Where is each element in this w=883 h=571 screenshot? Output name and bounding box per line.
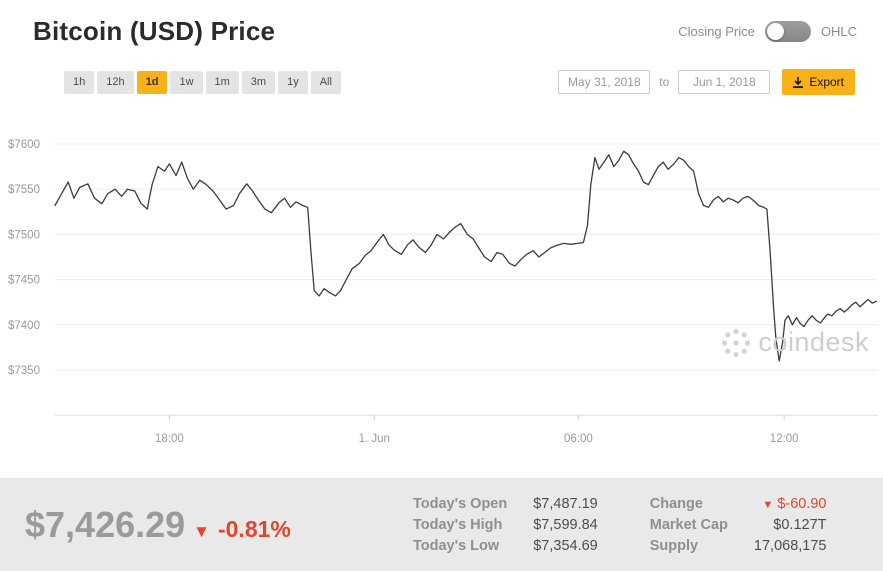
supply-label: Supply	[649, 537, 699, 554]
price-summary-bar: $7,426.29 ▼ -0.81% Today's Open $7,487.1…	[0, 478, 883, 571]
todays-low-label: Today's Low	[413, 537, 500, 554]
date-range-to-label: to	[659, 75, 670, 89]
range-button-12h[interactable]: 12h	[97, 70, 134, 94]
current-price-block: $7,426.29 ▼ -0.81%	[25, 504, 383, 546]
todays-high-value: $7,599.84	[533, 516, 598, 533]
price-chart[interactable]: $7600 $7550 $7500 $7450 $7400 $7350 18:00 1. Ju…	[0, 101, 883, 453]
chart-area: $7600 $7550 $7500 $7450 $7400 $7350 18:00 1. Ju…	[0, 101, 883, 453]
todays-open-value: $7,487.19	[533, 495, 598, 512]
current-price: $7,426.29	[25, 503, 186, 545]
range-button-1y[interactable]: 1y	[278, 70, 308, 94]
export-label: Export	[809, 75, 844, 89]
price-down-icon: ▼	[193, 521, 210, 541]
toolbar: 1h 12h 1d 1w 1m 3m 1y All to Export	[0, 69, 883, 95]
export-button[interactable]: Export	[782, 69, 855, 95]
svg-text:18:00: 18:00	[155, 433, 184, 445]
stats-left-column: Today's Open $7,487.19 Today's High $7,5…	[413, 496, 598, 554]
coindesk-wordmark: coindesk	[758, 327, 869, 357]
supply-value: 17,068,175	[753, 537, 827, 554]
range-buttons: 1h 12h 1d 1w 1m 3m 1y All	[64, 70, 341, 94]
range-button-3m[interactable]: 3m	[241, 70, 276, 94]
market-cap-label: Market Cap	[649, 516, 728, 533]
svg-text:$7550: $7550	[8, 184, 40, 196]
closing-price-label: Closing Price	[678, 24, 755, 39]
coindesk-logo-icon	[721, 328, 751, 358]
date-to-input[interactable]	[678, 70, 771, 94]
change-amount: $-60.90	[777, 495, 827, 512]
stats-right-column: Change ▼ $-60.90 Market Cap $0.127T Supp…	[650, 496, 827, 554]
range-button-1m[interactable]: 1m	[205, 70, 239, 94]
todays-high-label: Today's High	[413, 516, 503, 533]
range-button-all[interactable]: All	[310, 70, 341, 94]
svg-text:12:00: 12:00	[770, 433, 799, 445]
market-cap-value: $0.127T	[773, 516, 827, 533]
price-change-percent: -0.81%	[217, 515, 291, 542]
coindesk-watermark: coindesk	[721, 327, 869, 358]
todays-open-label: Today's Open	[413, 495, 508, 512]
svg-text:$7600: $7600	[8, 139, 40, 151]
range-button-1d[interactable]: 1d	[136, 70, 168, 94]
change-down-icon: ▼	[762, 498, 774, 511]
price-type-toggle[interactable]	[764, 21, 811, 42]
change-label: Change	[649, 495, 703, 512]
change-value: ▼ $-60.90	[754, 495, 827, 512]
svg-text:06:00: 06:00	[564, 433, 593, 445]
range-button-1h[interactable]: 1h	[64, 70, 95, 94]
download-icon	[793, 76, 804, 88]
svg-text:$7500: $7500	[8, 229, 40, 241]
toggle-knob	[766, 23, 784, 40]
svg-text:$7450: $7450	[8, 275, 40, 287]
page-title: Bitcoin (USD) Price	[33, 16, 276, 46]
range-button-1w[interactable]: 1w	[170, 70, 203, 94]
todays-low-value: $7,354.69	[533, 537, 598, 554]
svg-text:$7400: $7400	[8, 320, 40, 332]
price-type-toggle-group: Closing Price OHLC	[678, 21, 857, 42]
svg-text:$7350: $7350	[8, 365, 40, 377]
header: Bitcoin (USD) Price Closing Price OHLC	[0, 0, 883, 47]
date-from-input[interactable]	[558, 70, 651, 94]
ohlc-label: OHLC	[820, 24, 857, 39]
date-range-controls: to Export	[558, 69, 855, 95]
svg-text:1. Jun: 1. Jun	[359, 433, 390, 445]
daily-stats: Today's Open $7,487.19 Today's High $7,5…	[413, 496, 827, 554]
